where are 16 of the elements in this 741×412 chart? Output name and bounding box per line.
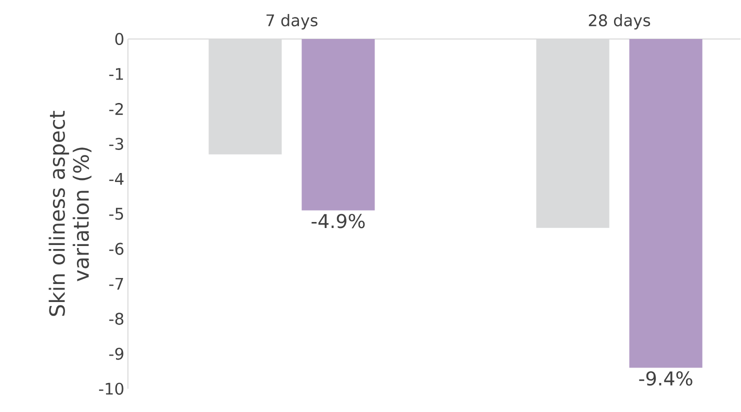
- data-label: -4.9%: [312, 214, 365, 228]
- y-tick-label: -6: [109, 242, 124, 256]
- y-tick-label: -2: [109, 103, 123, 115]
- y-tick-label: -8: [109, 312, 124, 325]
- y-tick-label: -5: [109, 208, 124, 220]
- y-tick-label: -10: [99, 382, 124, 395]
- x-tick-label: 7 days: [266, 14, 318, 30]
- y-tick-label: 0: [115, 33, 124, 46]
- y-tick-label: -7: [109, 278, 124, 290]
- y-tick-label: -4: [109, 173, 124, 185]
- y-tick-label: -1: [109, 68, 123, 80]
- y-tick-label: -3: [109, 138, 124, 150]
- x-tick-label: 28 days: [588, 14, 650, 30]
- y-tick-label: -9: [109, 348, 124, 360]
- y-axis-title: Skin oiliness aspect variation (%): [48, 111, 92, 316]
- data-label: -9.4%: [639, 371, 692, 386]
